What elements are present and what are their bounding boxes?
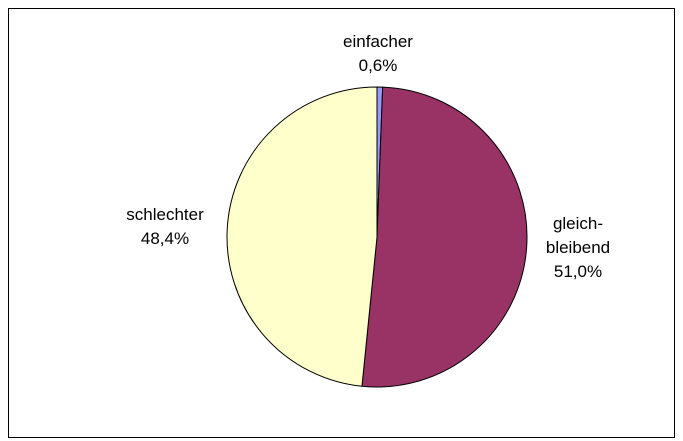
category-label: schlechter — [126, 205, 204, 224]
value-label: 0,6% — [358, 56, 398, 75]
pie-slice — [361, 86, 528, 388]
category-label: gleich- bleibend — [545, 214, 611, 257]
value-label: 51,0% — [553, 262, 603, 281]
chart-frame — [8, 8, 675, 438]
slice-label: schlechter 48,4% — [126, 203, 203, 251]
slice-label: gleich- bleibend 51,0% — [546, 212, 610, 284]
pie-slice — [226, 86, 378, 387]
value-label: 48,4% — [140, 229, 190, 248]
category-label: einfacher — [343, 32, 413, 51]
slice-label: einfacher 0,6% — [343, 30, 413, 78]
